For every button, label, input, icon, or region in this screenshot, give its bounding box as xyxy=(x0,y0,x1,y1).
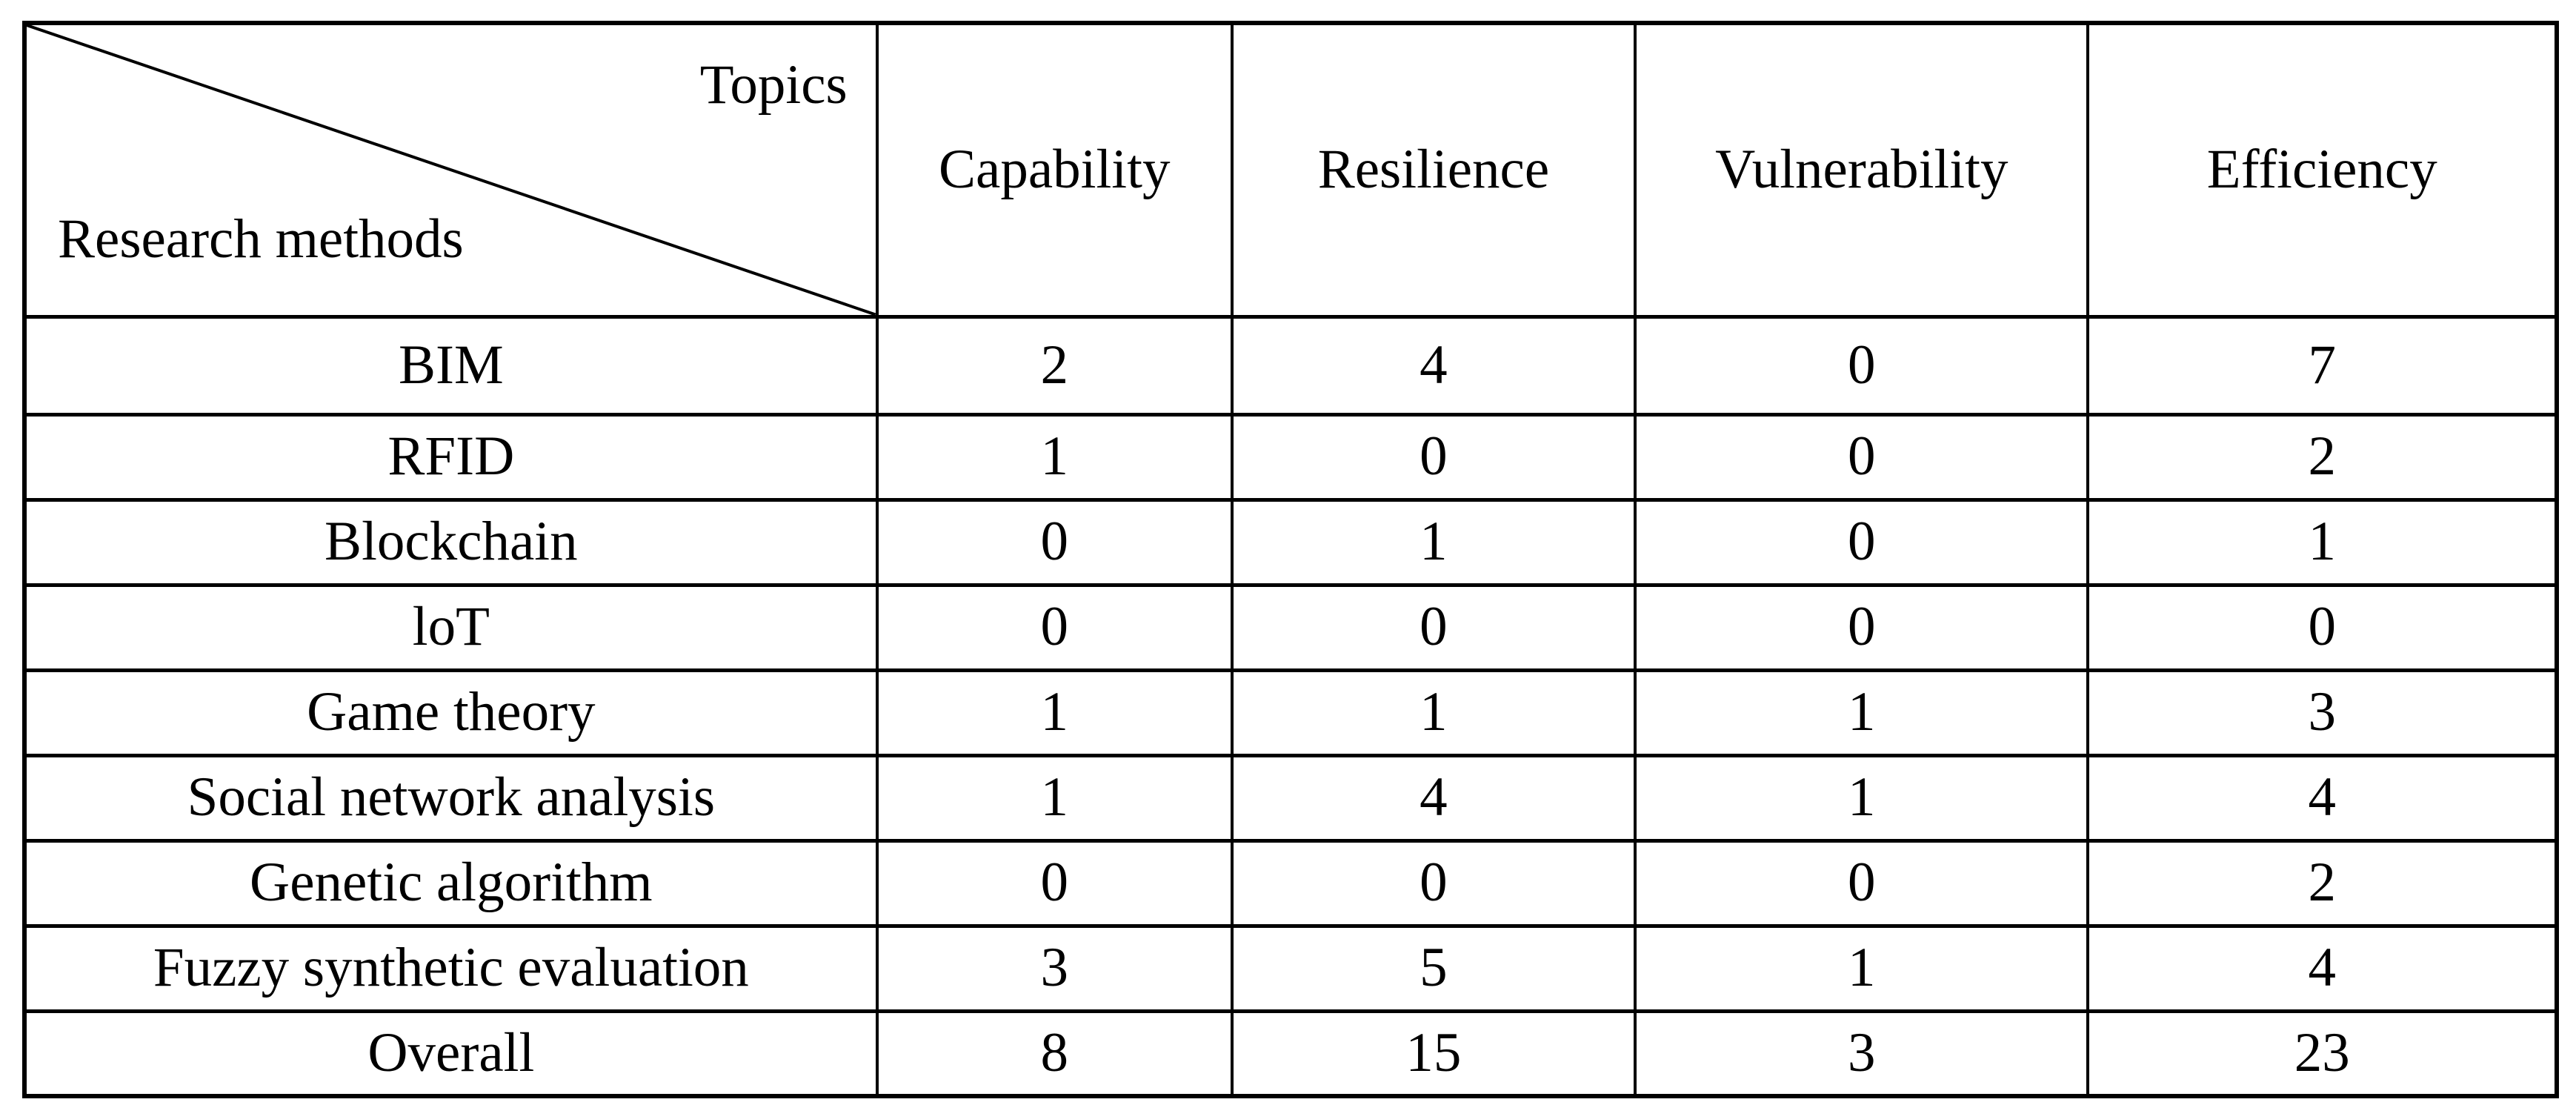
row-label: Overall xyxy=(23,1009,879,1098)
cell: 2 xyxy=(2086,412,2558,502)
column-header-efficiency: Efficiency xyxy=(2086,21,2558,319)
cell: 0 xyxy=(1634,838,2090,928)
row-genetic-algorithm: Genetic algorithm 0 0 0 2 xyxy=(23,838,2558,928)
cell: 0 xyxy=(1634,497,2090,587)
cell: 1 xyxy=(1230,668,1637,757)
cell: 0 xyxy=(1634,583,2090,672)
cell: 0 xyxy=(1634,412,2090,502)
cell: 4 xyxy=(2086,923,2558,1013)
row-overall: Overall 8 15 3 23 xyxy=(23,1009,2558,1098)
cell: 1 xyxy=(1634,923,2090,1013)
cell: 1 xyxy=(1230,497,1637,587)
cell: 0 xyxy=(875,838,1234,928)
row-label: Blockchain xyxy=(23,497,879,587)
row-label: loT xyxy=(23,583,879,672)
cell: 1 xyxy=(875,412,1234,502)
column-header-resilience: Resilience xyxy=(1230,21,1637,319)
cell: 2 xyxy=(2086,838,2558,928)
cell: 3 xyxy=(2086,668,2558,757)
row-label: BIM xyxy=(23,314,879,417)
row-label: Game theory xyxy=(23,668,879,757)
cell: 0 xyxy=(1634,314,2090,417)
cell: 0 xyxy=(875,497,1234,587)
row-label: Fuzzy synthetic evaluation xyxy=(23,923,879,1013)
header-row: Topics Research methods Capability Resil… xyxy=(23,21,2558,319)
cell: 0 xyxy=(2086,583,2558,672)
topics-label: Topics xyxy=(699,54,848,116)
row-game-theory: Game theory 1 1 1 3 xyxy=(23,668,2558,757)
cell: 3 xyxy=(875,923,1234,1013)
cell: 1 xyxy=(875,753,1234,843)
row-bim: BIM 2 4 0 7 xyxy=(23,314,2558,417)
row-lot: loT 0 0 0 0 xyxy=(23,583,2558,672)
cell: 15 xyxy=(1230,1009,1637,1098)
cell: 1 xyxy=(1634,668,2090,757)
row-blockchain: Blockchain 0 1 0 1 xyxy=(23,497,2558,587)
row-label: RFID xyxy=(23,412,879,502)
cell: 3 xyxy=(1634,1009,2090,1098)
cell: 0 xyxy=(1230,583,1637,672)
cell: 23 xyxy=(2086,1009,2558,1098)
corner-header-cell: Topics Research methods xyxy=(23,21,879,319)
data-table: Topics Research methods Capability Resil… xyxy=(22,21,2559,1098)
research-methods-topics-table: Topics Research methods Capability Resil… xyxy=(22,21,2559,1098)
row-fuzzy-synthetic-evaluation: Fuzzy synthetic evaluation 3 5 1 4 xyxy=(23,923,2558,1013)
cell: 4 xyxy=(1230,753,1637,843)
column-header-vulnerability: Vulnerability xyxy=(1634,21,2090,319)
cell: 5 xyxy=(1230,923,1637,1013)
row-label: Genetic algorithm xyxy=(23,838,879,928)
research-methods-label: Research methods xyxy=(58,208,464,270)
cell: 0 xyxy=(1230,412,1637,502)
cell: 4 xyxy=(1230,314,1637,417)
cell: 1 xyxy=(1634,753,2090,843)
cell: 8 xyxy=(875,1009,1234,1098)
cell: 0 xyxy=(1230,838,1637,928)
cell: 0 xyxy=(875,583,1234,672)
column-header-capability: Capability xyxy=(875,21,1234,319)
cell: 1 xyxy=(2086,497,2558,587)
row-social-network-analysis: Social network analysis 1 4 1 4 xyxy=(23,753,2558,843)
cell: 2 xyxy=(875,314,1234,417)
cell: 7 xyxy=(2086,314,2558,417)
diagonal-divider-line xyxy=(27,25,876,315)
cell: 1 xyxy=(875,668,1234,757)
cell: 4 xyxy=(2086,753,2558,843)
row-label: Social network analysis xyxy=(23,753,879,843)
row-rfid: RFID 1 0 0 2 xyxy=(23,412,2558,502)
